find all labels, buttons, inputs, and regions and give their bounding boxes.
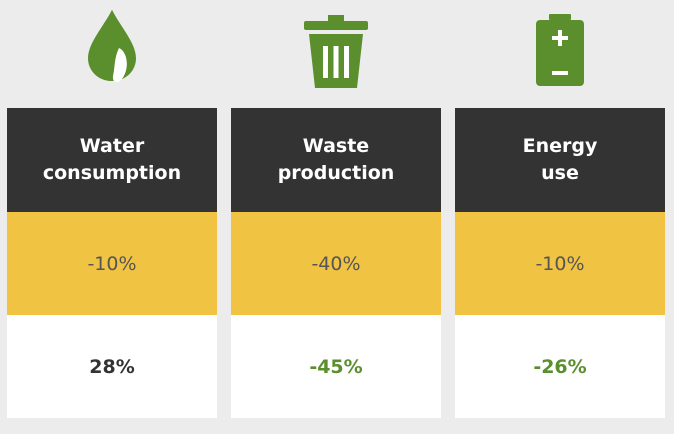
actual-value: 28%	[89, 355, 135, 378]
actual-value: -26%	[533, 355, 587, 378]
water-drop-icon	[72, 10, 152, 90]
card-title-line2: production	[277, 162, 395, 184]
waste-production-card: Waste production -40% -45%	[231, 108, 441, 418]
actual-value: -45%	[309, 355, 363, 378]
actual-value-cell: -45%	[231, 315, 441, 418]
target-value-cell: -10%	[455, 212, 665, 315]
card-title-line1: Waste	[302, 135, 370, 157]
card-title: Energy use	[523, 133, 598, 187]
actual-value-cell: 28%	[7, 315, 217, 418]
card-title: Water consumption	[43, 133, 181, 187]
target-value-cell: -10%	[7, 212, 217, 315]
card-header: Water consumption	[7, 108, 217, 224]
card-title-line2: consumption	[42, 162, 182, 184]
energy-use-card: Energy use -10% -26%	[455, 108, 665, 418]
target-value: -10%	[87, 252, 137, 275]
target-value-cell: -40%	[231, 212, 441, 315]
card-title-line1: Water	[79, 135, 145, 157]
target-value: -40%	[311, 252, 361, 275]
actual-value-cell: -26%	[455, 315, 665, 418]
card-title: Waste production	[278, 133, 395, 187]
card-header: Energy use	[455, 108, 665, 224]
trash-can-icon	[296, 10, 376, 90]
card-title-line1: Energy	[522, 135, 598, 157]
card-header: Waste production	[231, 108, 441, 224]
card-title-line2: use	[541, 162, 579, 184]
target-value: -10%	[535, 252, 585, 275]
battery-icon	[520, 10, 600, 90]
water-consumption-card: Water consumption -10% 28%	[7, 108, 217, 418]
